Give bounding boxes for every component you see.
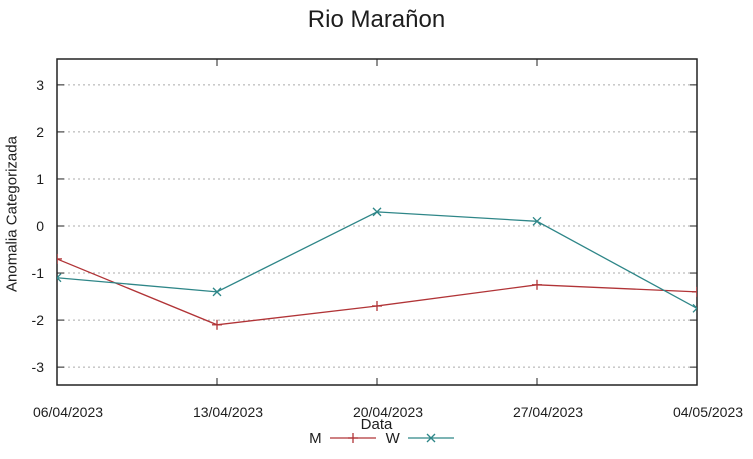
y-tick-label: 3: [36, 77, 44, 93]
y-tick-label: -1: [32, 265, 45, 281]
data-point-marker-plus: [212, 319, 222, 330]
data-point-marker-plus: [372, 300, 382, 311]
y-tick-label: 1: [36, 171, 44, 187]
legend-line-sample-W: [407, 433, 454, 443]
data-point-marker-plus: [57, 253, 62, 264]
data-point-marker-cross: [372, 207, 382, 217]
y-tick-label: 0: [36, 218, 44, 234]
data-point-marker-cross: [212, 287, 222, 297]
legend-label-M: M: [309, 429, 322, 447]
data-point-marker-cross: [57, 273, 62, 283]
series-M: [57, 253, 697, 330]
x-axis-label: Data: [360, 416, 393, 433]
data-point-marker-plus: [532, 279, 542, 290]
x-tick-label: 06/04/2023: [33, 404, 103, 420]
legend-label-W: W: [385, 429, 400, 447]
data-point-marker-plus: [692, 286, 697, 297]
x-tick-label: 04/05/2023: [673, 404, 743, 420]
data-point-marker-cross: [692, 303, 697, 313]
data-point-marker-plus: [347, 433, 358, 443]
axis-border: [56, 58, 698, 386]
series-line-M: [57, 258, 697, 326]
y-tick-label: -2: [32, 312, 45, 328]
data-point-marker-cross: [426, 433, 436, 443]
legend-line-sample-M: [329, 433, 376, 443]
chart-title: Rio Marañon: [307, 6, 446, 33]
x-tick-label: 27/04/2023: [513, 404, 583, 420]
x-tick-label: 20/04/2023: [353, 404, 423, 420]
series-W: [57, 207, 697, 313]
x-tick-label: 13/04/2023: [193, 404, 263, 420]
y-tick-label: 2: [36, 124, 44, 140]
y-tick-label: -3: [32, 359, 45, 375]
data-point-marker-cross: [532, 216, 542, 226]
